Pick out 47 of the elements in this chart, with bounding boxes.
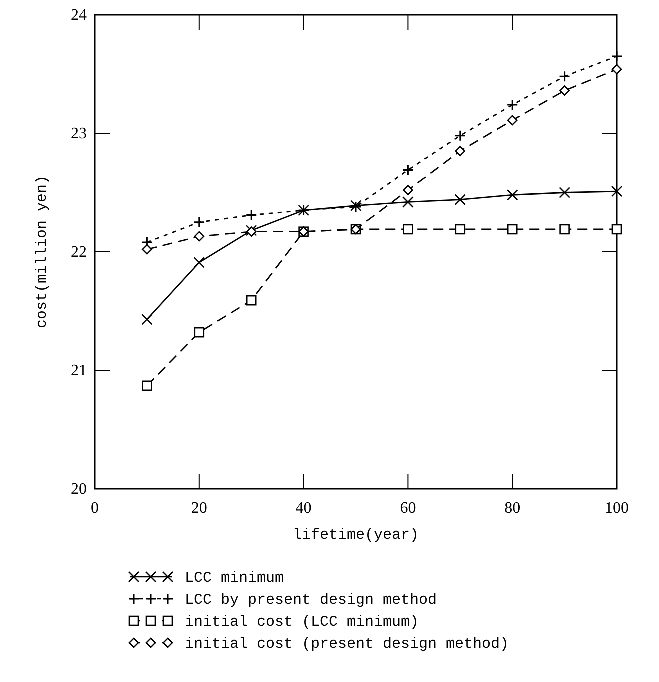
y-tick-label: 23 [71,126,87,142]
point [560,224,570,235]
point [246,295,257,306]
x-tick-label: 0 [91,500,99,517]
x-tick-label: 20 [191,500,208,517]
point [455,224,466,235]
x-tick-label: 100 [605,500,629,517]
point [611,186,623,198]
legend-entry: LCC by present design method [128,592,438,609]
point [507,224,518,235]
y-axis-title: cost(million yen) [34,175,51,329]
legend-entry: initial cost (present design method) [128,636,510,653]
x-tick-label: 60 [400,500,416,517]
point [559,187,570,198]
point [402,164,414,176]
point [194,231,205,242]
point [612,64,622,75]
y-tick-label: 21 [71,362,87,380]
y-tick-label: 20 [71,481,87,498]
legend-label: LCC by present design method [185,592,438,609]
point [454,194,466,206]
legend-entry: LCC minimum [128,570,284,587]
x-tick-label: 80 [504,500,521,517]
point [612,224,622,235]
point [142,380,152,392]
y-tick-label: 24 [71,7,87,24]
point [194,257,206,268]
point [246,210,258,222]
point [506,99,518,111]
point [403,224,414,235]
legend-label: initial cost (LCC minimum) [185,614,420,631]
point [506,189,518,201]
x-axis-title: lifetime(year) [292,527,420,544]
x-tick-label: 40 [296,500,312,517]
point [403,185,414,196]
point [454,130,466,142]
y-tick-label: 22 [71,244,87,261]
point [142,244,152,255]
point [194,327,205,338]
point [194,216,206,228]
point [142,314,153,326]
legend-label: LCC minimum [185,570,284,587]
legend-entry: initial cost (LCC minimum) [128,614,420,631]
point [455,146,466,156]
point [559,70,571,82]
point [402,196,414,208]
point [507,115,518,126]
